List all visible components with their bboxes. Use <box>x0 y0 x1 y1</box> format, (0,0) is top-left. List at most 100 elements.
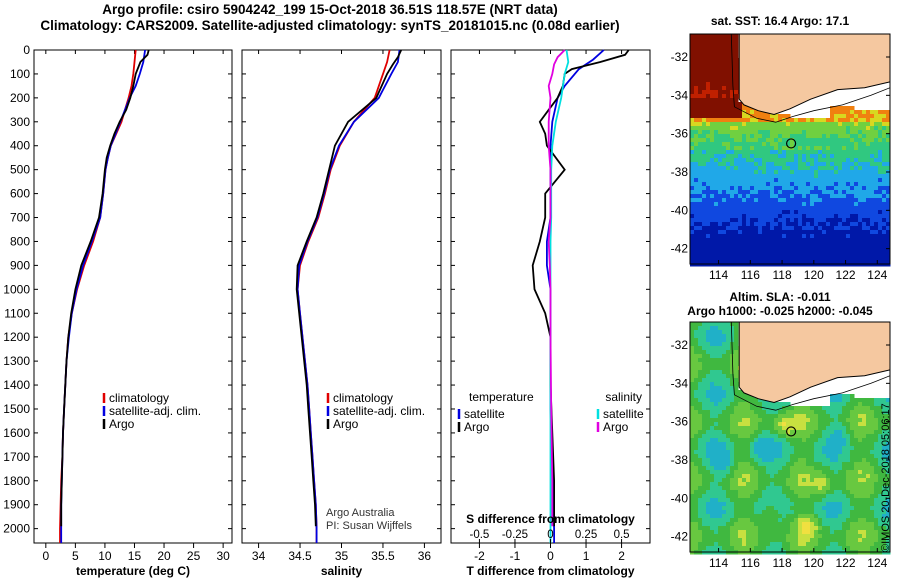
map-cell <box>706 530 711 535</box>
map-cell <box>822 162 827 167</box>
map-cell <box>774 458 779 463</box>
map-cell <box>774 162 779 167</box>
map-cell <box>690 246 695 251</box>
map-cell <box>710 394 715 399</box>
map-cell <box>706 450 711 455</box>
map-cell <box>818 126 823 131</box>
map-cell <box>814 534 819 539</box>
map-cell <box>734 86 739 91</box>
map-cell <box>690 114 695 119</box>
map-cell <box>882 202 887 207</box>
map-cell <box>742 470 747 475</box>
map-cell <box>818 190 823 195</box>
map-cell <box>718 106 723 111</box>
map-cell <box>818 158 823 163</box>
map-cell <box>706 494 711 499</box>
map-cell <box>690 546 695 551</box>
map-cell <box>786 538 791 543</box>
map-cell <box>694 438 699 443</box>
map-cell <box>858 174 863 179</box>
map-cell <box>834 230 839 235</box>
map-cell <box>810 190 815 195</box>
map-cell <box>842 414 847 419</box>
map-cell <box>810 134 815 139</box>
map-cell <box>870 470 875 475</box>
map-cell <box>742 162 747 167</box>
map-cell <box>726 46 731 51</box>
map-cell <box>786 542 791 547</box>
map-cell <box>866 410 871 415</box>
map-cell <box>874 142 879 147</box>
map-cell <box>758 146 763 151</box>
map-cell <box>854 442 859 447</box>
map-frame <box>689 321 891 553</box>
map-cell <box>742 526 747 531</box>
map-cell <box>742 134 747 139</box>
map-cell <box>706 166 711 171</box>
map-cell <box>710 182 715 187</box>
map-cell <box>706 394 711 399</box>
map-cell <box>746 394 751 399</box>
map-cell <box>770 166 775 171</box>
map-cell <box>866 242 871 247</box>
map-cell <box>834 410 839 415</box>
map-cell <box>706 366 711 371</box>
x-tick-label: 20 <box>157 549 171 563</box>
map-cell <box>850 526 855 531</box>
map-cell <box>886 438 891 443</box>
lat-tick-label: -36 <box>671 127 689 141</box>
map-cell <box>826 242 831 247</box>
map-cell <box>766 542 771 547</box>
map-cell <box>790 174 795 179</box>
map-cell <box>766 478 771 483</box>
map-cell <box>694 454 699 459</box>
map-cell <box>694 334 699 339</box>
map-cell <box>754 430 759 435</box>
map-cell <box>806 478 811 483</box>
map-cell <box>698 406 703 411</box>
map-cell <box>774 178 779 183</box>
map-cell <box>810 202 815 207</box>
map-cell <box>774 514 779 519</box>
map-cell <box>778 458 783 463</box>
map-cell <box>882 414 887 419</box>
map-cell <box>794 206 799 211</box>
map-cell <box>866 446 871 451</box>
map-cell <box>846 454 851 459</box>
map-cell <box>878 182 883 187</box>
map-cell <box>698 502 703 507</box>
map-cell <box>862 518 867 523</box>
map-cell <box>706 438 711 443</box>
map-cell <box>710 150 715 155</box>
map-cell <box>878 210 883 215</box>
map-cell <box>706 198 711 203</box>
map-cell <box>766 406 771 411</box>
map-cell <box>710 126 715 131</box>
map-cell <box>786 430 791 435</box>
map-cell <box>802 182 807 187</box>
map-cell <box>694 130 699 135</box>
map-cell <box>738 218 743 223</box>
map-cell <box>774 402 779 407</box>
map-cell <box>842 482 847 487</box>
map-cell <box>810 450 815 455</box>
map-cell <box>718 498 723 503</box>
map-cell <box>786 410 791 415</box>
map-cell <box>714 526 719 531</box>
map-cell <box>878 542 883 547</box>
map-cell <box>706 326 711 331</box>
map-cell <box>694 186 699 191</box>
map-cell <box>794 230 799 235</box>
map-cell <box>866 214 871 219</box>
map-cell <box>694 174 699 179</box>
map-cell <box>714 166 719 171</box>
map-cell <box>750 446 755 451</box>
map-cell <box>718 374 723 379</box>
map-cell <box>886 466 891 471</box>
map-cell <box>698 182 703 187</box>
map-cell <box>838 498 843 503</box>
map-cell <box>830 190 835 195</box>
map-cell <box>766 162 771 167</box>
map-cell <box>726 322 731 327</box>
map-cell <box>814 254 819 259</box>
